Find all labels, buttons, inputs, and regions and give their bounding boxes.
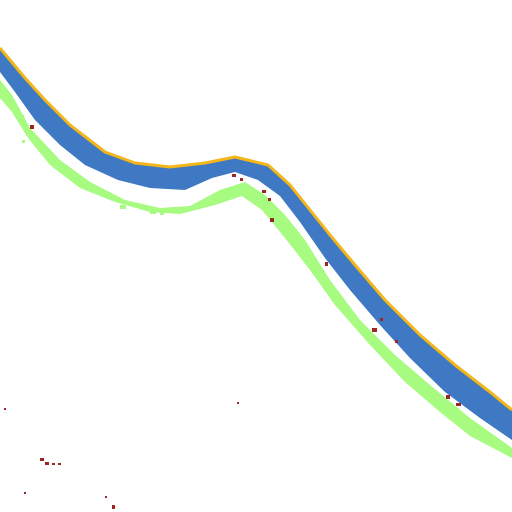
debris-specks	[4, 125, 461, 509]
vegetation-band	[0, 80, 512, 458]
vegetation-specks	[20, 115, 164, 215]
water-edge-line	[0, 47, 512, 412]
river-water	[0, 48, 512, 440]
